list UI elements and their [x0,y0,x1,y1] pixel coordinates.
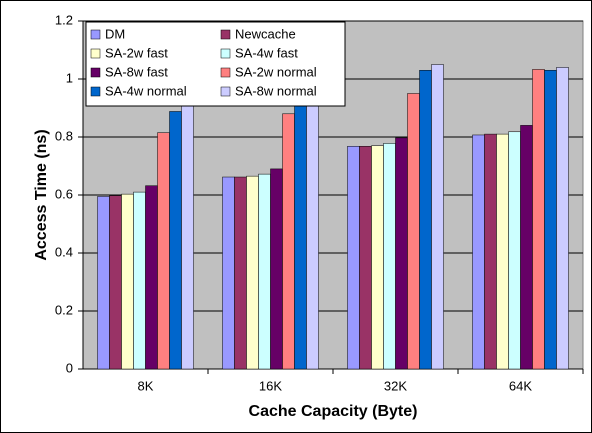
bar [133,191,146,370]
bar [496,133,509,370]
bar [395,137,408,370]
bar [121,193,134,370]
x-axis-title: Cache Capacity (Byte) [249,403,418,420]
bar [359,146,372,370]
y-axis-title: Access Time (ns) [33,129,50,260]
y-tick-label: 1.2 [55,12,73,27]
y-tick-label: 1 [66,70,73,85]
legend-label: Newcache [235,26,296,41]
legend-label: SA-2w fast [105,45,168,60]
legend-label: SA-4w normal [105,83,187,98]
bar [97,196,110,370]
bar [145,185,158,370]
bar [181,91,194,370]
bar [556,67,569,370]
bar [544,70,557,370]
bar [383,143,396,370]
bar [371,145,384,370]
bar [407,93,420,370]
y-tick-label: 0.2 [55,302,73,317]
y-tick-label: 0.6 [55,186,73,201]
y-tick-label: 0.4 [55,244,73,259]
legend-swatch [220,29,231,40]
bar [282,113,295,370]
bar [258,173,271,370]
bar [157,132,170,370]
bar [234,176,247,370]
legend-swatch [220,67,231,78]
bar [532,69,545,370]
y-tick-label: 0.8 [55,128,73,143]
legend-label: SA-4w fast [235,45,298,60]
bar [419,70,432,370]
bar [169,111,182,370]
bar [270,168,283,370]
x-tick-label: 64K [509,378,532,393]
legend-swatch [90,86,101,97]
bar [472,134,485,370]
bar [508,131,521,370]
legend-swatch [90,48,101,59]
legend-label: DM [105,26,125,41]
legend-label: SA-8w normal [235,83,317,98]
legend-label: SA-2w normal [235,64,317,79]
legend-swatch [220,86,231,97]
y-tick-label: 0 [66,360,73,375]
legend-swatch [220,48,231,59]
x-tick-label: 8K [138,378,154,393]
legend-label: SA-8w fast [105,64,168,79]
bar [246,175,259,370]
bar [347,146,360,370]
bar [294,102,307,370]
legend-swatch [90,29,101,40]
legend [85,21,346,107]
legend-swatch [90,67,101,78]
bar [520,125,533,370]
x-tick-label: 32K [384,378,407,393]
bar [484,133,497,370]
bar [222,176,235,370]
bar [306,86,319,370]
bar [431,64,444,370]
x-tick-label: 16K [259,378,282,393]
bar [109,195,122,370]
